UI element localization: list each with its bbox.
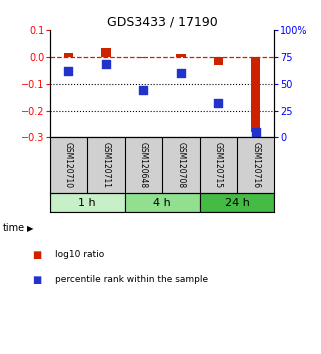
Point [66,68,71,74]
Bar [251,57,260,132]
Bar [64,53,73,57]
Text: ■: ■ [32,250,41,260]
Text: GSM120710: GSM120710 [64,142,73,188]
Bar [101,48,111,57]
Point [141,87,146,93]
Text: log10 ratio: log10 ratio [55,250,104,259]
Point [253,129,258,135]
Bar [139,57,148,58]
Text: 24 h: 24 h [225,198,249,208]
Bar [176,54,186,57]
Text: GSM120648: GSM120648 [139,142,148,188]
Title: GDS3433 / 17190: GDS3433 / 17190 [107,16,218,29]
Bar [125,193,200,212]
Text: ■: ■ [32,275,41,285]
Point [178,70,183,76]
Bar [213,57,223,65]
Text: time: time [3,223,25,233]
Point [103,62,108,67]
Text: 4 h: 4 h [153,198,171,208]
Text: GSM120716: GSM120716 [251,142,260,188]
Text: GSM120711: GSM120711 [101,142,110,188]
Bar [50,193,125,212]
Text: percentile rank within the sample: percentile rank within the sample [55,275,208,284]
Bar [200,193,274,212]
Text: 1 h: 1 h [78,198,96,208]
Text: GSM120708: GSM120708 [176,142,185,188]
Text: GSM120715: GSM120715 [214,142,223,188]
Text: ▶: ▶ [27,224,34,233]
Point [216,100,221,106]
